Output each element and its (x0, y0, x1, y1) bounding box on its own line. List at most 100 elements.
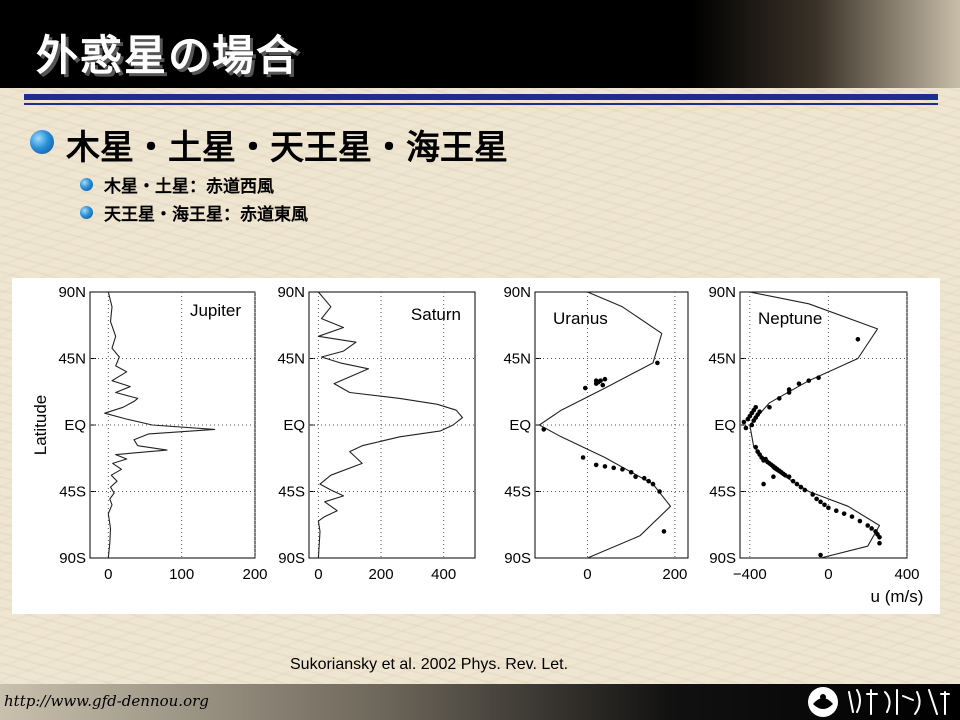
citation: Sukoriansky et al. 2002 Phys. Rev. Let. (290, 656, 569, 673)
planet-label: Neptune (758, 309, 822, 328)
data-point (776, 396, 782, 401)
data-point (541, 427, 547, 432)
x-tick-label: 400 (894, 566, 919, 583)
data-point (877, 540, 882, 546)
x-tick-label: −400 (733, 566, 767, 583)
data-point (857, 518, 863, 524)
y-axis-label: Latitude (31, 395, 50, 456)
data-point (602, 376, 608, 382)
data-point (757, 409, 762, 414)
wind-profile-line (317, 291, 464, 559)
x-tick-label: 0 (314, 566, 322, 583)
y-tick-label: 90S (504, 550, 531, 567)
y-tick-label: 45S (709, 484, 736, 501)
data-point (794, 481, 800, 487)
data-point (816, 375, 821, 381)
data-point (646, 478, 651, 484)
wind-profile-line (749, 291, 881, 559)
title-bar (0, 0, 960, 88)
bullet-icon (30, 130, 54, 154)
dennou-logo-icon (808, 687, 950, 717)
data-point (814, 496, 819, 502)
data-point (877, 535, 882, 540)
data-point (633, 474, 638, 480)
data-point (786, 474, 792, 480)
data-point (598, 378, 603, 383)
y-tick-label: 45S (504, 484, 531, 501)
data-point (826, 505, 831, 511)
y-tick-label: EQ (509, 417, 531, 434)
data-point (582, 385, 588, 391)
plot-frame (739, 291, 908, 559)
data-point (580, 455, 586, 460)
data-point (602, 464, 608, 469)
data-point (806, 378, 812, 383)
data-point (657, 489, 662, 494)
data-point (741, 419, 747, 425)
main-bullet-text: 木星・土星・天王星・海王星 (66, 128, 508, 168)
y-tick-label: EQ (64, 417, 86, 434)
data-point (796, 381, 802, 386)
data-point (798, 484, 804, 490)
x-tick-label: 400 (431, 566, 456, 583)
x-tick-label: 100 (169, 566, 194, 583)
data-point (767, 404, 772, 410)
data-point (833, 508, 839, 514)
y-tick-label: 90S (709, 550, 736, 567)
wind-profile-line (538, 291, 672, 559)
title-rule (24, 94, 938, 100)
y-tick-label: 45N (58, 351, 86, 368)
x-tick-label: 200 (369, 566, 394, 583)
data-point (782, 472, 788, 478)
y-tick-label: EQ (283, 417, 305, 434)
data-point (593, 381, 599, 386)
data-point (620, 467, 625, 472)
y-tick-label: 90N (277, 284, 305, 301)
data-point (753, 404, 759, 410)
x-tick-label: 0 (583, 566, 591, 583)
data-point (600, 382, 606, 388)
page-title: 外惑星の場合 (36, 31, 301, 80)
data-point (810, 492, 815, 497)
y-tick-label: 90S (59, 550, 86, 567)
planet-label: Saturn (411, 305, 461, 324)
y-tick-label: 90S (278, 550, 305, 567)
sub-bullet-text: 木星・土星：赤道西風 (104, 177, 274, 197)
wind-profile-line (104, 291, 216, 559)
x-tick-label: 200 (242, 566, 267, 583)
footer-bar (0, 684, 960, 720)
data-point (641, 475, 647, 481)
y-tick-label: 45N (277, 351, 305, 368)
data-point (869, 526, 874, 531)
title-rule-thin (24, 103, 938, 105)
data-point (661, 529, 667, 534)
data-point (822, 502, 827, 508)
y-tick-label: 90N (503, 284, 531, 301)
y-tick-label: 45S (59, 484, 86, 501)
x-tick-label: 200 (662, 566, 687, 583)
data-point (841, 511, 847, 516)
wind-profile-charts: 0 100 200 90N 45N EQ 45S 90S Jupiter Latitude 0 200… (31, 284, 923, 606)
data-point (743, 425, 749, 431)
y-tick-label: EQ (714, 417, 736, 434)
y-tick-label: 90N (708, 284, 736, 301)
footer-url[interactable]: http://www.gfd-dennou.org (4, 692, 209, 710)
y-tick-label: 45N (503, 351, 531, 368)
data-point (593, 462, 599, 468)
x-tick-label: 0 (824, 566, 832, 583)
data-point (786, 387, 792, 392)
y-tick-label: 90N (58, 284, 86, 301)
data-point (818, 499, 823, 505)
data-point (761, 481, 766, 487)
data-point (771, 474, 776, 480)
data-point (611, 465, 616, 471)
data-point (855, 336, 861, 342)
data-point (849, 514, 855, 519)
data-point (790, 478, 796, 484)
data-point (749, 422, 755, 428)
data-point (655, 360, 660, 366)
wind-profile-figure: 0 100 200 90N 45N EQ 45S 90S Jupiter Latitude 0 200… (12, 278, 940, 614)
bullet-icon (80, 206, 93, 219)
y-tick-label: 45N (708, 351, 736, 368)
sub-bullet-text: 天王星・海王星：赤道東風 (104, 205, 308, 225)
